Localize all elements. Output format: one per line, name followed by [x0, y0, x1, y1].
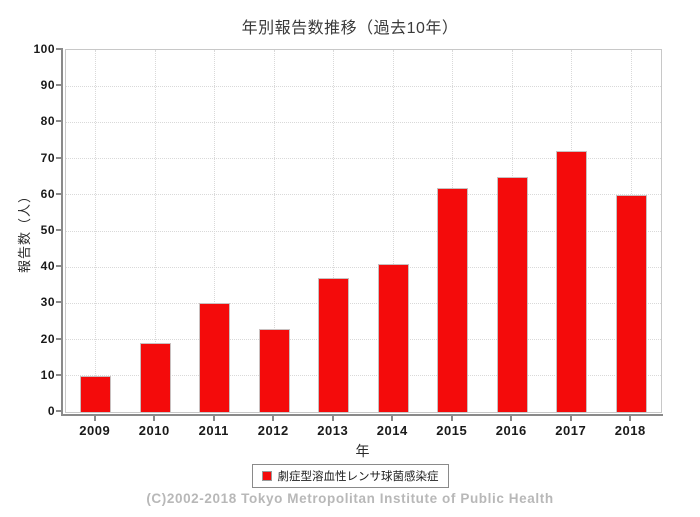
h-gridline [66, 194, 661, 196]
x-axis-tick [450, 416, 453, 421]
y-axis-tick [56, 120, 61, 123]
bar-2016 [496, 176, 528, 412]
y-axis-tick-label: 40 [40, 259, 55, 274]
v-gridline [154, 50, 156, 412]
x-axis-tick [510, 416, 513, 421]
y-axis-tick [56, 84, 61, 87]
y-axis-line [61, 48, 63, 416]
y-axis-tick-label: 20 [40, 331, 55, 346]
copyright-footer: (C)2002-2018 Tokyo Metropolitan Institut… [146, 491, 554, 506]
v-gridline [333, 50, 335, 412]
legend: 劇症型溶血性レンサ球菌感染症 [0, 464, 700, 488]
x-axis-tick-label: 2016 [495, 423, 527, 438]
h-gridline [66, 266, 661, 268]
legend-label: 劇症型溶血性レンサ球菌感染症 [277, 471, 439, 483]
x-axis-tick-label: 2017 [555, 423, 587, 438]
legend-color-swatch [261, 471, 272, 481]
y-axis-tick [56, 373, 61, 376]
x-axis-line [61, 414, 663, 416]
x-axis-title: 年 [355, 443, 370, 459]
y-axis-tick-label: 90 [40, 78, 55, 93]
y-axis-tick [56, 229, 61, 231]
y-axis-tick-label: 70 [40, 150, 55, 165]
x-axis-tick-label: 2018 [614, 423, 646, 438]
bar-2012 [258, 328, 290, 412]
x-axis-tick-label: 2011 [198, 423, 229, 438]
h-gridline [66, 158, 661, 160]
x-axis-tick [212, 416, 215, 421]
x-axis-tick [331, 416, 334, 421]
x-axis-tick-label: 2014 [376, 423, 408, 438]
h-gridline [66, 339, 661, 341]
chart-title: 年別報告数推移（過去10年） [241, 20, 459, 37]
x-axis-tick-label: 2013 [317, 423, 349, 438]
h-gridline [66, 121, 661, 123]
bar-2014 [377, 263, 409, 412]
bar-2015 [437, 187, 469, 412]
x-axis-tick [272, 416, 275, 421]
y-axis-tick-label: 50 [40, 223, 55, 237]
x-axis-tick [153, 416, 156, 421]
h-gridline [66, 375, 661, 377]
y-axis-tick [56, 265, 61, 268]
h-gridline [66, 230, 661, 232]
y-axis-tick [56, 192, 61, 195]
h-gridline [66, 302, 661, 304]
y-axis-tick-label: 10 [40, 367, 55, 382]
bar-2018 [615, 194, 647, 412]
bar-2011 [199, 303, 231, 412]
v-gridline [214, 50, 216, 412]
y-axis-tick-label: 80 [40, 114, 55, 129]
y-axis-tick-label: 60 [40, 186, 55, 201]
y-axis-tick [56, 301, 61, 304]
bar-2013 [318, 278, 350, 412]
y-axis-tick [56, 410, 61, 412]
y-axis-tick-label: 100 [33, 42, 55, 56]
x-axis-tick [569, 416, 572, 421]
x-axis-tick-label: 2010 [138, 423, 170, 438]
v-gridline [95, 50, 97, 412]
x-axis-tick [629, 416, 632, 421]
x-axis-tick-label: 2015 [436, 423, 468, 438]
x-axis-tick-label: 2009 [79, 423, 111, 438]
y-axis-tick [56, 337, 61, 340]
y-axis-tick [56, 48, 61, 50]
h-gridline [66, 85, 661, 87]
y-axis-tick [56, 156, 61, 159]
x-axis-tick [93, 416, 96, 421]
x-axis-tick [391, 416, 394, 421]
plot-area [65, 49, 662, 413]
bar-2017 [556, 151, 588, 412]
x-axis-tick-label: 2012 [257, 423, 289, 438]
v-gridline [273, 50, 275, 412]
bar-2010 [139, 343, 171, 412]
bar-2009 [80, 375, 112, 412]
y-axis-tick-label: 0 [47, 404, 55, 418]
legend-box: 劇症型溶血性レンサ球菌感染症 [251, 464, 449, 488]
v-gridline [392, 50, 394, 412]
y-axis-tick-label: 30 [40, 295, 55, 310]
